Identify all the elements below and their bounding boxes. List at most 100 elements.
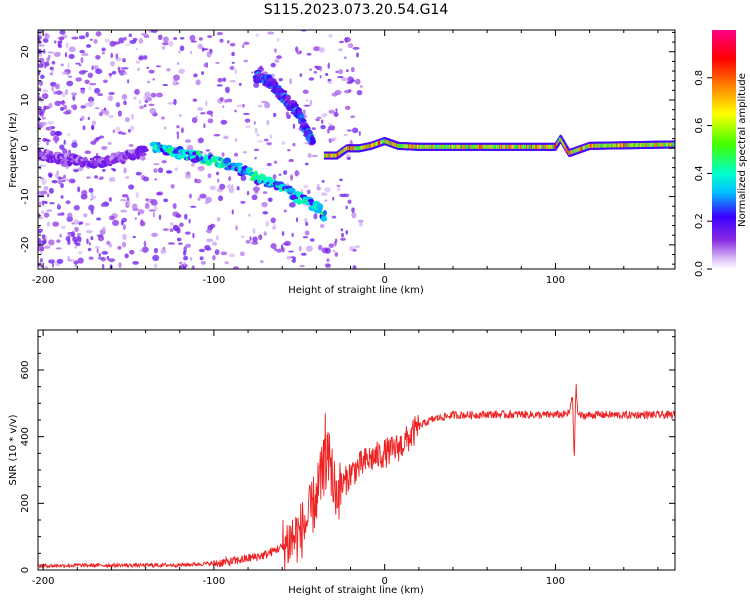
noise-blob [131,203,138,210]
noise-blob [299,264,305,268]
y-tick-label: -10 [20,188,31,204]
noise-blob [109,40,116,47]
noise-blob [205,149,211,152]
spectrogram-heatmap [38,30,675,269]
noise-blob [123,36,127,41]
noise-blob [125,117,130,123]
noise-blob [226,40,230,44]
noise-blob [291,259,296,263]
noise-blob [138,56,144,61]
noise-blob [350,79,355,83]
noise-blob [63,111,71,115]
noise-blob [287,148,291,152]
noise-blob [262,211,269,215]
noise-blob [265,220,269,227]
noise-blob [63,139,66,145]
noise-blob [259,65,263,70]
noise-blob [234,138,238,142]
noise-blob [108,197,112,202]
noise-blob [306,52,312,56]
noise-blob [290,174,294,181]
noise-blob [344,105,351,111]
noise-blob [38,237,42,244]
noise-blob [333,111,339,117]
noise-blob [252,228,256,234]
snr-panel: -200 -100 0 100 0 200 400 600 Height of straigh… [8,329,676,596]
noise-blob [145,198,150,202]
noise-blob [150,92,157,98]
noise-blob [295,46,299,53]
y-tick-label: 0 [20,145,31,151]
noise-blob [38,225,41,229]
noise-blob [148,69,155,74]
noise-blob [46,57,50,63]
noise-blob [67,255,70,262]
noise-blob [51,86,55,92]
noise-blob [46,221,51,227]
noise-blob [71,141,78,148]
noise-blob [108,115,115,118]
snr-series-line [38,383,675,570]
noise-blob [321,192,328,196]
noise-blob [216,31,223,36]
noise-blob [117,110,122,117]
noise-blob [340,237,346,241]
noise-blob [53,91,58,95]
noise-blob [65,236,71,242]
noise-blob [257,104,263,108]
noise-blob [97,93,103,97]
noise-blob [251,71,254,74]
noise-blob [51,60,56,65]
noise-blob [346,157,351,160]
noise-blob [281,247,285,253]
noise-blob [300,252,307,256]
noise-blob [224,261,229,265]
noise-blob [38,30,42,36]
noise-blob [95,68,103,75]
noise-blob [132,37,138,42]
snr-ticks: -200 -100 0 100 0 200 400 600 [20,330,675,587]
noise-blob [229,65,235,71]
trace-blob [48,150,53,156]
noise-blob [65,200,71,205]
noise-blob [197,43,203,50]
noise-blob [55,247,62,250]
noise-blob [143,176,150,182]
noise-blob [195,79,201,86]
noise-blob [328,122,332,126]
noise-blob [305,245,313,252]
noise-blob [236,104,243,107]
noise-blob [281,141,286,145]
noise-blob [56,239,61,243]
noise-blob [182,250,187,256]
noise-blob [358,131,361,136]
noise-blob [52,135,60,142]
noise-blob [127,79,130,84]
noise-blob [41,93,49,100]
noise-blob [178,113,182,117]
noise-blob [41,210,45,214]
noise-blob [80,87,86,90]
noise-blob [107,95,114,102]
noise-blob [204,201,209,205]
noise-blob [313,70,318,74]
noise-blob [118,262,122,268]
noise-blob [226,184,232,189]
noise-blob [203,62,209,68]
noise-blob [339,40,344,44]
noise-blob [57,203,60,209]
noise-blob [43,212,50,218]
noise-blob [231,51,235,57]
noise-blob [98,253,101,258]
noise-blob [212,241,218,246]
noise-blob [60,212,65,216]
noise-blob [326,258,330,262]
noise-blob [246,190,250,196]
noise-blob [78,251,83,255]
noise-blob [253,82,260,88]
noise-blob [108,243,113,248]
noise-blob [166,67,171,72]
noise-blob [200,112,206,115]
noise-blob [38,92,41,96]
noise-blob [225,86,230,94]
